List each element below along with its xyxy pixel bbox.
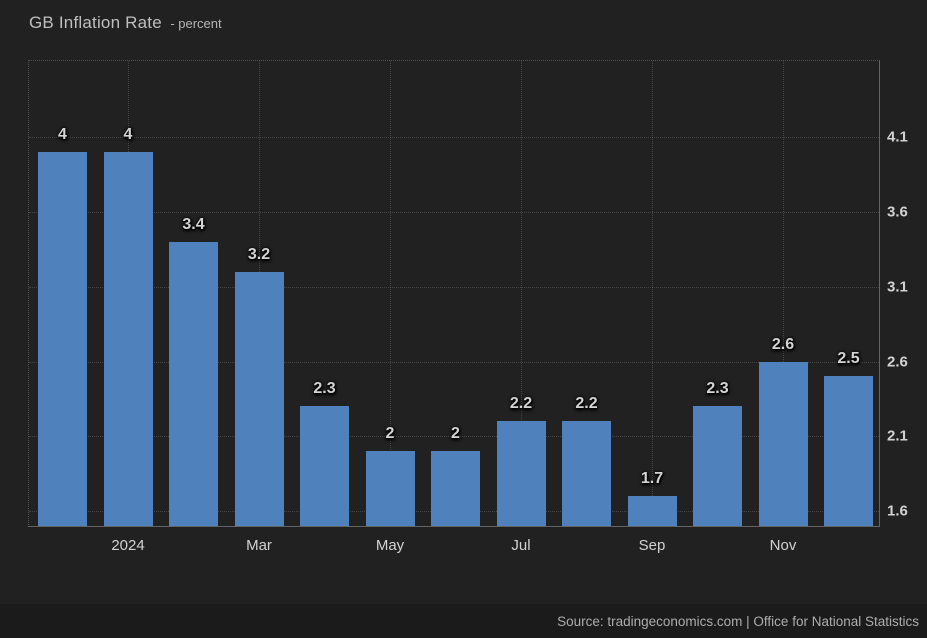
bar[interactable] xyxy=(300,406,349,526)
y-axis-tick-label: 3.1 xyxy=(887,278,908,296)
bar[interactable] xyxy=(627,496,677,526)
y-axis-tick-label: 1.6 xyxy=(887,502,908,520)
bar-value-label: 3.2 xyxy=(247,245,271,263)
y-axis-tick-label: 4.1 xyxy=(887,128,908,146)
footer-bar: Source: tradingeconomics.com | Office fo… xyxy=(0,604,927,638)
h-gridline xyxy=(29,137,879,139)
bar-value-label: 2.2 xyxy=(575,395,598,413)
bar-value-label: 2.5 xyxy=(837,350,860,368)
bar[interactable] xyxy=(169,241,218,526)
x-axis-tick-label: 2024 xyxy=(111,537,145,554)
h-gridline xyxy=(29,436,879,438)
x-axis-tick-label: Mar xyxy=(246,537,272,554)
source-text: Source: tradingeconomics.com | Office fo… xyxy=(557,613,919,629)
x-axis-tick-label: Jul xyxy=(511,537,531,554)
bar-value-label: 2.2 xyxy=(509,395,533,413)
bar[interactable] xyxy=(562,421,611,526)
h-gridline xyxy=(29,212,879,213)
v-gridline xyxy=(652,61,653,526)
bar-value-label: 3.4 xyxy=(182,215,205,233)
bar[interactable] xyxy=(693,406,742,526)
y-axis-tick-label: 2.6 xyxy=(887,353,908,371)
bar-value-label: 2 xyxy=(385,425,395,443)
chart-title: GB Inflation Rate xyxy=(29,13,162,32)
bar[interactable] xyxy=(234,271,284,526)
bar[interactable] xyxy=(496,421,546,526)
bar[interactable] xyxy=(38,152,87,526)
bar-value-label: 1.7 xyxy=(640,470,664,488)
bar-value-label: 2.6 xyxy=(771,335,795,353)
bar[interactable] xyxy=(103,152,153,526)
plot-area: 4.1 3.6 3.1 2.6 2.1 1.6 2024 Mar May Jul Sep Nov 4 4 3… xyxy=(28,60,908,554)
x-axis-tick-label: May xyxy=(375,537,405,554)
x-axis-tick-label: Sep xyxy=(638,537,666,554)
bar-value-label: 4 xyxy=(123,126,133,144)
bar[interactable] xyxy=(824,376,873,526)
bar[interactable] xyxy=(758,361,808,526)
bar-value-label: 4 xyxy=(58,126,67,144)
bar-value-label: 2 xyxy=(451,425,460,443)
bar[interactable] xyxy=(431,451,480,526)
chart-header: GB Inflation Rate - percent xyxy=(29,13,222,33)
bar[interactable] xyxy=(365,451,415,526)
h-gridline xyxy=(29,361,879,363)
v-gridline xyxy=(521,61,522,526)
y-axis-tick-label: 3.6 xyxy=(887,203,908,221)
h-gridline xyxy=(29,286,879,288)
y-axis-tick-label: 2.1 xyxy=(887,427,908,445)
v-gridline xyxy=(390,61,391,526)
chart-subtitle: - percent xyxy=(170,16,222,31)
x-axis-tick-label: Nov xyxy=(769,537,797,554)
bar-value-label: 2.3 xyxy=(313,380,336,398)
v-gridline xyxy=(783,61,784,526)
bar-value-label: 2.3 xyxy=(706,380,729,398)
